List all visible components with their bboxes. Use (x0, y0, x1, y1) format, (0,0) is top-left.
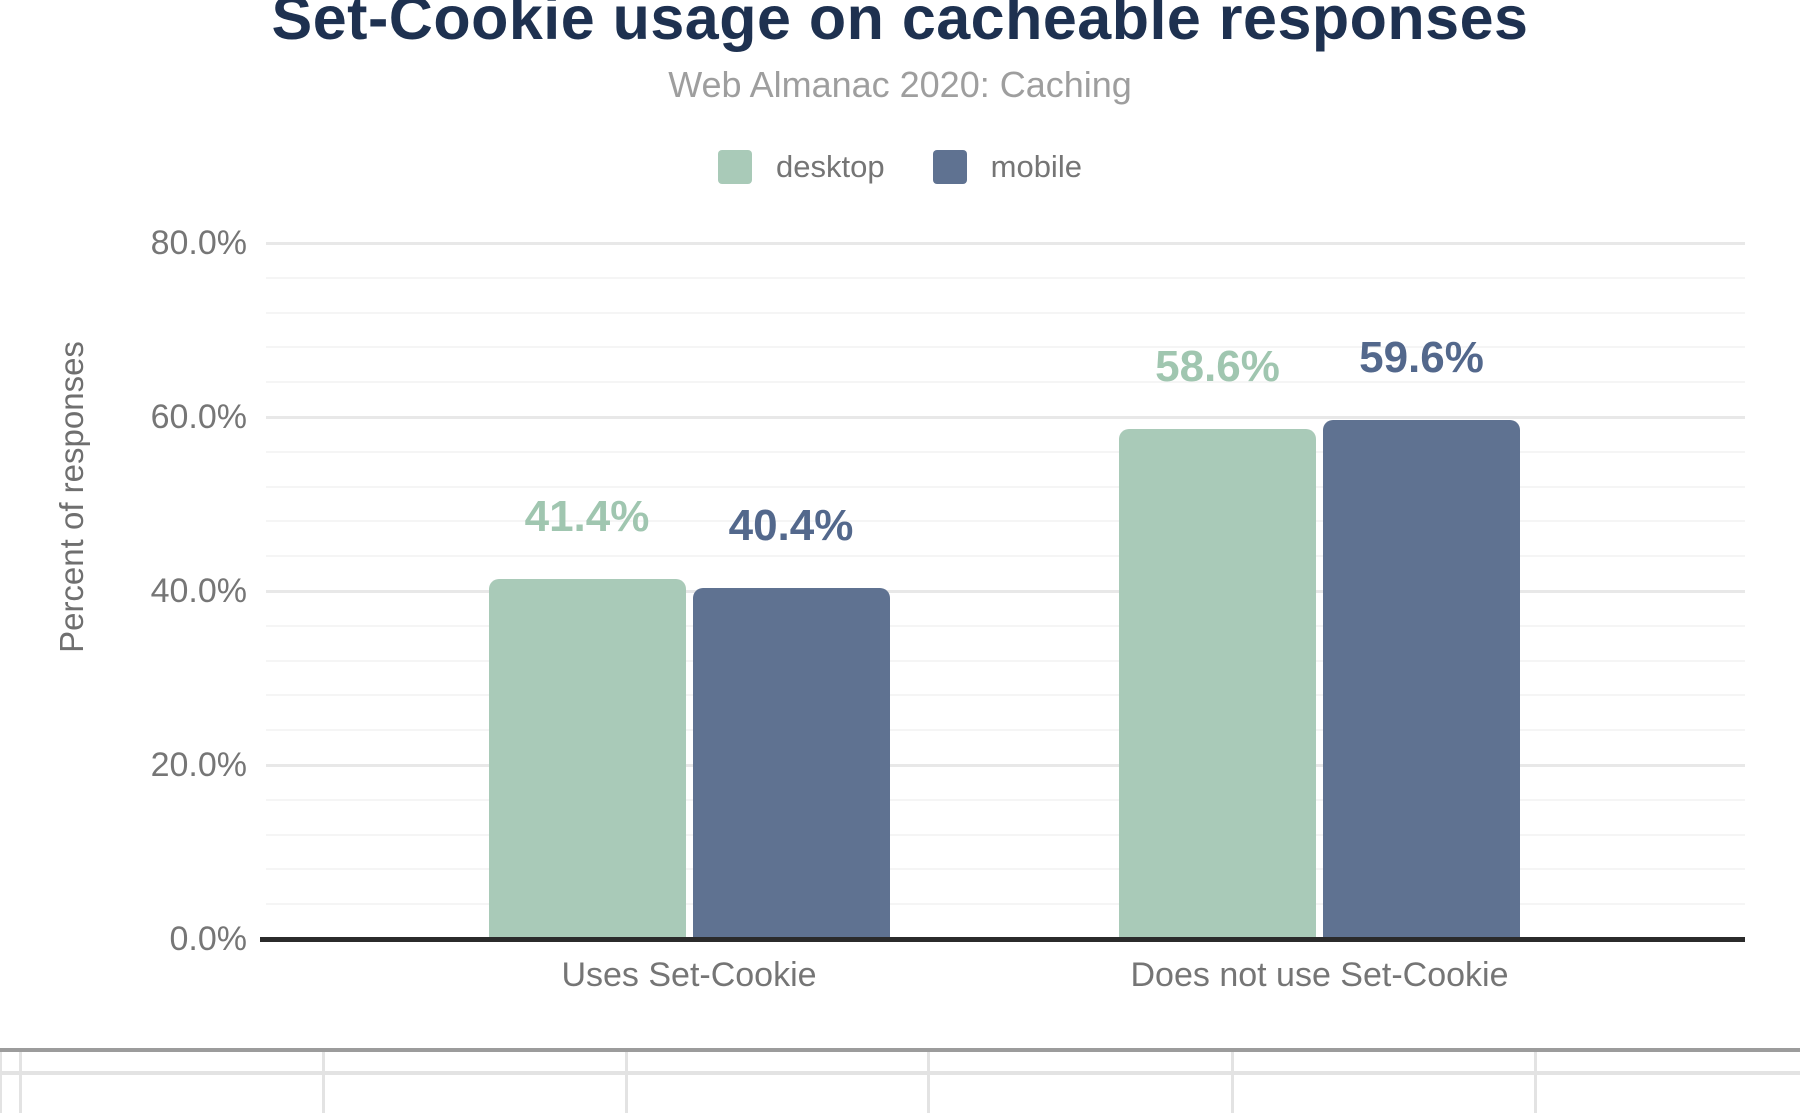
bar-mobile-uses-set-cookie[interactable] (692, 587, 890, 939)
sheet-cell[interactable] (1234, 1075, 1537, 1113)
y-tick-label-400: 40.0% (150, 572, 247, 610)
legend-item-desktop: desktop (718, 150, 885, 184)
minor-gridline (266, 833, 1745, 836)
chart-subtitle: Web Almanac 2020: Caching (668, 64, 1132, 105)
major-gridline (266, 763, 1745, 767)
data-label-mobile-does-not-use-set-cookie: 59.6% (1359, 333, 1484, 383)
sheet-cell[interactable] (930, 1052, 1234, 1071)
sheet-cell[interactable] (325, 1052, 628, 1071)
minor-gridline (266, 868, 1745, 871)
sheet-row-1 (0, 1052, 1800, 1075)
y-tick-label-800: 80.0% (150, 224, 247, 262)
minor-gridline (266, 624, 1745, 627)
minor-gridline (266, 903, 1745, 906)
x-axis-label-uses-set-cookie: Uses Set-Cookie (561, 956, 817, 994)
minor-gridline (266, 485, 1745, 488)
legend-swatch-desktop (718, 150, 753, 184)
sheet-gutter-cell[interactable] (0, 1075, 22, 1113)
sheet-cell[interactable] (1537, 1052, 1800, 1071)
minor-gridline (266, 520, 1745, 523)
minor-gridline (266, 555, 1745, 558)
sheet-cell[interactable] (1234, 1052, 1537, 1071)
major-gridline (266, 415, 1745, 419)
y-tick-label-600: 60.0% (150, 398, 247, 436)
data-label-mobile-uses-set-cookie: 40.4% (728, 500, 854, 550)
legend: desktop mobile (0, 150, 1800, 184)
sheet-cell[interactable] (22, 1075, 325, 1113)
data-label-desktop-uses-set-cookie: 41.4% (524, 491, 650, 541)
chart-title: Set-Cookie usage on cacheable responses (271, 0, 1529, 52)
y-tick-label-00: 0.0% (169, 920, 248, 958)
minor-gridline (266, 798, 1745, 801)
sheet-cell[interactable] (22, 1052, 325, 1071)
y-tick-label-200: 20.0% (150, 746, 247, 784)
minor-gridline (266, 659, 1745, 662)
sheet-gutter-cell[interactable] (0, 1052, 22, 1071)
legend-label-mobile: mobile (990, 149, 1082, 184)
sheet-cell[interactable] (325, 1075, 628, 1113)
data-table-fragment (0, 1048, 1800, 1113)
minor-gridline (266, 311, 1745, 314)
x-axis-label-does-not-use-set-cookie: Does not use Set-Cookie (1130, 956, 1509, 994)
legend-label-desktop: desktop (776, 149, 885, 184)
sheet-cell[interactable] (628, 1052, 930, 1071)
legend-swatch-mobile (932, 150, 967, 184)
minor-gridline (266, 729, 1745, 732)
legend-item-mobile: mobile (932, 149, 1082, 184)
minor-gridline (266, 346, 1745, 349)
sheet-cell[interactable] (628, 1075, 930, 1113)
minor-gridline (266, 381, 1745, 384)
sheet-cell[interactable] (930, 1075, 1234, 1113)
sheet-row-2 (0, 1075, 1800, 1113)
data-label-desktop-does-not-use-set-cookie: 58.6% (1155, 342, 1280, 392)
minor-gridline (266, 450, 1745, 453)
major-gridline (266, 589, 1745, 593)
minor-gridline (266, 276, 1745, 279)
bar-desktop-does-not-use-set-cookie[interactable] (1119, 429, 1316, 939)
plot-area (266, 241, 1745, 939)
x-axis-line (260, 937, 1745, 942)
sheet-cell[interactable] (1537, 1075, 1800, 1113)
bar-mobile-does-not-use-set-cookie[interactable] (1323, 420, 1520, 939)
minor-gridline (266, 694, 1745, 697)
bar-desktop-uses-set-cookie[interactable] (488, 578, 686, 939)
major-gridline (266, 241, 1745, 245)
